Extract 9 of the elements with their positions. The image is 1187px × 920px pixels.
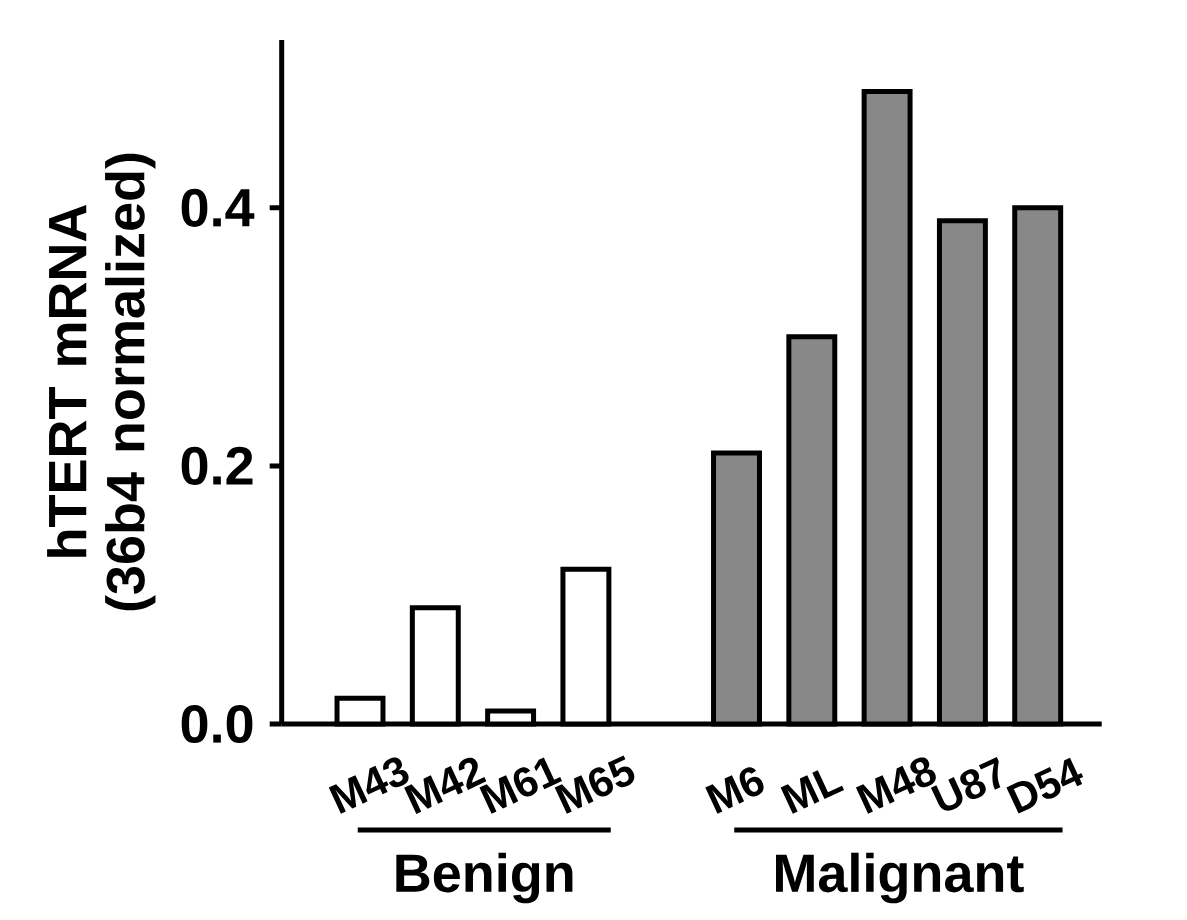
x-tick-label: ML	[780, 770, 845, 814]
y-tick-label: 0.2	[181, 446, 253, 486]
y-axis-title: hTERT mRNA (36b4 normalized)	[47, 153, 156, 611]
y-tick-label: 0.4	[181, 188, 255, 227]
x-tick-label: D54	[1006, 757, 1084, 814]
y-tick-label: 0.0	[181, 704, 253, 744]
text: Malignant	[776, 852, 1024, 904]
x-tick-label: M6	[705, 767, 764, 814]
text: Benign	[396, 852, 573, 904]
